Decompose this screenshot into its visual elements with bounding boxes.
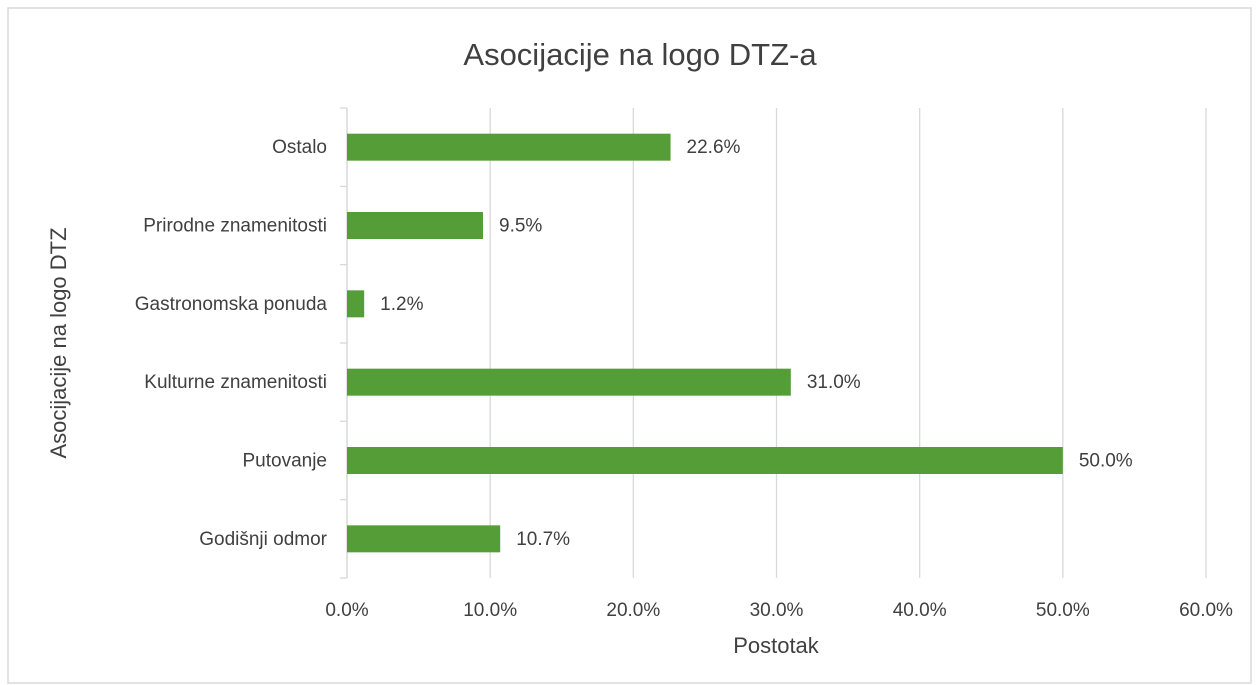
y-tick-label: Prirodne znamenitosti: [143, 216, 327, 237]
chart-border: [7, 7, 1252, 684]
data-label: 22.6%: [687, 137, 741, 158]
x-tick-label: 10.0%: [463, 600, 517, 621]
data-label: 9.5%: [499, 216, 542, 237]
data-label: 10.7%: [516, 529, 570, 550]
bar: [347, 212, 484, 239]
x-tick-label: 20.0%: [606, 600, 660, 621]
x-tick-label: 40.0%: [893, 600, 947, 621]
bar: [347, 290, 365, 318]
data-label: 1.2%: [380, 294, 423, 315]
x-axis-label: Postotak: [733, 633, 820, 658]
x-tick-label: 0.0%: [325, 600, 368, 621]
y-tick-label: Gastronomska ponuda: [135, 294, 328, 315]
chart-title: Asocijacije na logo DTZ-a: [463, 37, 817, 72]
data-label: 31.0%: [807, 372, 861, 393]
y-tick-label: Ostalo: [272, 137, 327, 158]
y-tick-label: Godišnji odmor: [199, 529, 327, 550]
bar: [347, 447, 1063, 474]
bar: [347, 525, 501, 553]
x-tick-label: 30.0%: [750, 600, 804, 621]
data-label: 50.0%: [1079, 451, 1133, 472]
y-axis-label: Asocijacije na logo DTZ: [46, 227, 71, 458]
y-tick-label: Putovanje: [242, 451, 327, 472]
bar: [347, 133, 671, 161]
y-tick-label: Kulturne znamenitosti: [144, 372, 327, 393]
bar: [347, 368, 791, 396]
x-tick-label: 50.0%: [1036, 600, 1090, 621]
x-tick-label: 60.0%: [1179, 600, 1233, 621]
